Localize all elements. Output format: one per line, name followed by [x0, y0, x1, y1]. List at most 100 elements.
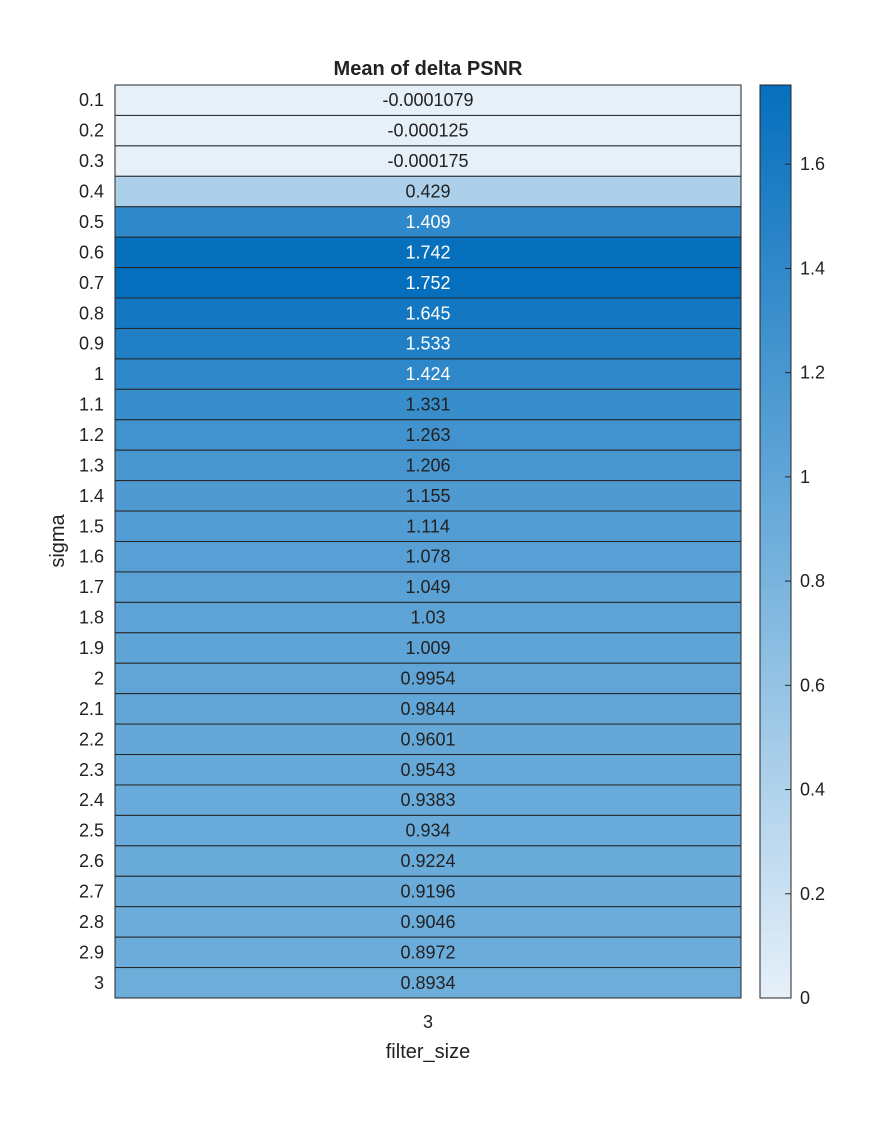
heatmap-cell: [114, 571, 742, 603]
cell-value-label: 1.424: [405, 364, 450, 384]
heatmap-cell: [114, 601, 742, 634]
cell-value-label: 1.078: [405, 547, 450, 567]
y-tick-label: 2.2: [79, 729, 104, 749]
heatmap-cells: [114, 84, 742, 999]
y-tick-label: 0.3: [79, 151, 104, 171]
cell-value-label: 0.9844: [400, 699, 455, 719]
colorbar-gradient: [759, 84, 792, 999]
colorbar-tick-label: 0: [800, 988, 810, 1008]
cell-value-label: 1.742: [405, 242, 450, 262]
heatmap-cell: [114, 632, 742, 664]
cell-value-label: 1.645: [405, 303, 450, 323]
heatmap-cell: [114, 662, 742, 695]
cell-value-label: 0.8934: [400, 973, 455, 993]
y-tick-label: 1.1: [79, 395, 104, 415]
colorbar-tick-label: 0.2: [800, 884, 825, 904]
y-tick-label: 0.8: [79, 303, 104, 323]
cell-value-label: 1.155: [405, 486, 450, 506]
y-tick-label: 1.3: [79, 455, 104, 475]
cell-value-label: 1.009: [405, 638, 450, 658]
colorbar-tick-label: 0.6: [800, 675, 825, 695]
y-axis-label: sigma: [47, 513, 69, 567]
cell-value-label: 0.9954: [400, 668, 455, 688]
colorbar: 0 0.2 0.4 0.6 0.8 1 1.2 1.4 1.6: [759, 84, 825, 1008]
y-tick-label: 0.1: [79, 90, 104, 110]
y-tick-label: 0.2: [79, 121, 104, 141]
heatmap-cell: [114, 723, 742, 756]
cell-value-label: 1.409: [405, 212, 450, 232]
cell-value-label: 1.331: [405, 395, 450, 415]
colorbar-tick-label: 0.4: [800, 780, 825, 800]
y-tick-label: 0.6: [79, 242, 104, 262]
y-tick-label: 2.8: [79, 912, 104, 932]
heatmap-cell: [114, 419, 742, 451]
heatmap-cell: [114, 541, 742, 573]
y-tick-label: 1.5: [79, 516, 104, 536]
y-tick-label: 2.9: [79, 942, 104, 962]
y-tick-label: 0.7: [79, 273, 104, 293]
y-tick-label: 1.8: [79, 608, 104, 628]
heatmap-cell: [114, 875, 742, 908]
heatmap-cell: [114, 936, 742, 969]
cell-value-label: 1.206: [405, 455, 450, 475]
heatmap-cell: [114, 388, 742, 421]
y-tick-label: 1: [94, 364, 104, 384]
heatmap-cell: [114, 84, 742, 116]
heatmap-cell: [114, 967, 742, 999]
colorbar-tick-label: 1.4: [800, 258, 825, 278]
heatmap-cell: [114, 175, 742, 208]
y-tick-label: 0.5: [79, 212, 104, 232]
heatmap-cell: [114, 145, 742, 177]
cell-value-label: 0.429: [405, 182, 450, 202]
cell-value-label: -0.000175: [387, 151, 468, 171]
cell-value-label: 0.8972: [400, 942, 455, 962]
colorbar-tick-label: 1: [800, 467, 810, 487]
cell-value-label: 1.263: [405, 425, 450, 445]
heatmap-cell: [114, 845, 742, 877]
x-tick-label: 3: [423, 1012, 433, 1032]
y-tick-label: 2.1: [79, 699, 104, 719]
y-tick-label: 1.7: [79, 577, 104, 597]
y-tick-label: 2.7: [79, 881, 104, 901]
heatmap-cell: [114, 784, 742, 816]
y-tick-label: 3: [94, 973, 104, 993]
cell-value-label: 1.049: [405, 577, 450, 597]
cell-value-label: 0.9543: [400, 760, 455, 780]
x-axis-label: filter_size: [386, 1041, 470, 1063]
heatmap-cell: [114, 693, 742, 725]
cell-value-label: 0.9224: [400, 851, 455, 871]
y-tick-label: 1.9: [79, 638, 104, 658]
colorbar-tick-label: 0.8: [800, 571, 825, 591]
x-tick-labels: 3: [423, 1012, 433, 1032]
heatmap-cell: [114, 114, 742, 147]
y-tick-label: 2.4: [79, 790, 104, 810]
y-tick-label: 1.6: [79, 547, 104, 567]
y-tick-label: 1.4: [79, 486, 104, 506]
y-tick-labels: 0.1 0.2 0.3 0.4 0.5 0.6 0.7 0.8 0.9 1 1.1 1.2 1.3 1.4…: [79, 90, 104, 993]
cell-value-label: 0.934: [405, 821, 450, 841]
heatmap-cell: [114, 297, 742, 329]
y-tick-label: 2.3: [79, 760, 104, 780]
y-tick-label: 2.6: [79, 851, 104, 871]
colorbar-tick-label: 1.6: [800, 154, 825, 174]
y-tick-label: 0.9: [79, 334, 104, 354]
cell-value-label: 1.03: [410, 608, 445, 628]
cell-value-label: 1.114: [406, 516, 450, 536]
y-tick-label: 2.5: [79, 821, 104, 841]
cell-value-label: -0.000125: [387, 121, 468, 141]
heatmap-cell: [114, 480, 742, 512]
heatmap-cell: [114, 358, 742, 390]
cell-value-label: 1.533: [405, 334, 450, 354]
cell-value-label: 0.9383: [400, 790, 455, 810]
heatmap-cell: [114, 906, 742, 938]
cell-value-label: 0.9046: [400, 912, 455, 932]
heatmap-cell: [114, 814, 742, 847]
chart-title: Mean of delta PSNR: [334, 58, 523, 80]
cell-value-label: 0.9601: [400, 729, 455, 749]
y-tick-label: 2: [94, 668, 104, 688]
colorbar-tick-label: 1.2: [800, 363, 825, 383]
cell-value-label: 0.9196: [400, 881, 455, 901]
y-tick-label: 1.2: [79, 425, 104, 445]
heatmap-cell: [114, 236, 742, 269]
